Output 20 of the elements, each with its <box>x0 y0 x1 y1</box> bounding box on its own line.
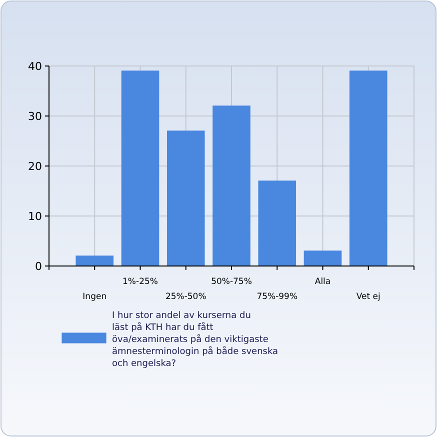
bar <box>76 256 114 266</box>
bar <box>349 70 388 266</box>
y-tick-label: 10 <box>28 210 42 223</box>
bar <box>212 106 250 266</box>
y-tick-label: 40 <box>28 60 42 73</box>
y-tick-label: 0 <box>35 260 42 273</box>
x-tick-label: Ingen <box>82 292 107 302</box>
bar <box>166 130 205 266</box>
x-tick-label: 75%-99% <box>256 292 298 302</box>
bar <box>121 70 160 266</box>
x-tick-label: 25%-50% <box>165 292 206 302</box>
x-tick-label: 1%-25% <box>122 277 158 287</box>
x-tick-label: Alla <box>314 277 331 287</box>
y-tick-label: 20 <box>28 160 42 173</box>
legend-label: I hur stor andel av kurserna du läst på KTH har du fått öva/examinerats på den viktigaste ämnesterminologin på både svenska och engelska? <box>112 311 278 369</box>
y-tick-label: 30 <box>28 110 42 123</box>
x-tick-label: Vet ej <box>356 292 380 302</box>
bar <box>304 250 342 266</box>
x-tick-label: 50%-75% <box>211 277 252 287</box>
bar <box>258 180 296 266</box>
